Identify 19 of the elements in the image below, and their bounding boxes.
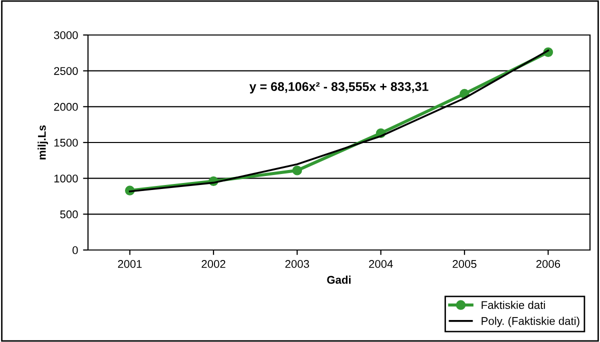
point <box>292 166 302 176</box>
y-tick-label: 500 <box>60 210 78 218</box>
x-axis-title: Gadi <box>327 276 351 284</box>
y-tick-label: 0 <box>72 246 78 254</box>
x-tick-label: 2001 <box>118 260 142 268</box>
y-tick-label: 3000 <box>54 31 78 40</box>
y-tick-label: 2000 <box>54 102 78 111</box>
y-tick-label: 1500 <box>54 138 78 147</box>
y-tick-label: 2500 <box>54 67 78 75</box>
y-axis-title: milj.Ls <box>38 125 48 160</box>
x-tick-label: 2002 <box>202 260 226 268</box>
annotation: y = 68,106x² - 83,555x + 833,31 <box>249 82 428 94</box>
x-tick-label: 2005 <box>452 260 476 268</box>
x-tick-label: 2004 <box>369 260 393 268</box>
x-tick-label: 2003 <box>285 260 310 268</box>
legend-label: Faktiskie dati <box>482 300 545 310</box>
legend-label: Poly. (Faktiskie dati) <box>482 316 580 328</box>
x-tick-label: 2006 <box>536 260 560 268</box>
y-tick-label: 1000 <box>54 174 78 182</box>
